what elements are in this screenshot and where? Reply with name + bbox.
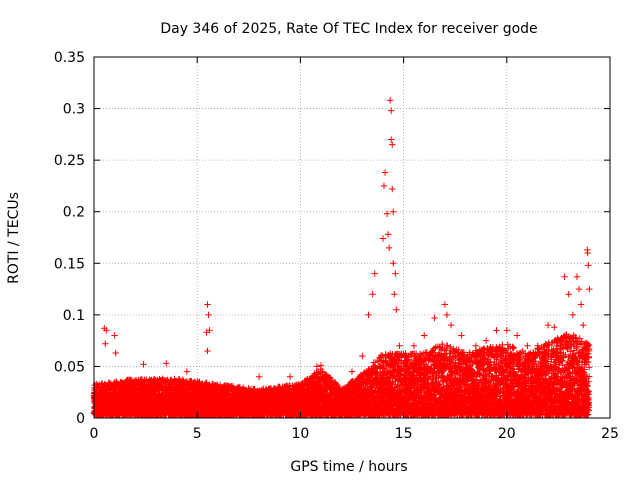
data-points — [90, 97, 593, 419]
chart-title: Day 346 of 2025, Rate Of TEC Index for r… — [160, 21, 537, 37]
x-axis-label: GPS time / hours — [290, 459, 407, 475]
y-axis-label: ROTI / TECUs — [6, 192, 22, 284]
